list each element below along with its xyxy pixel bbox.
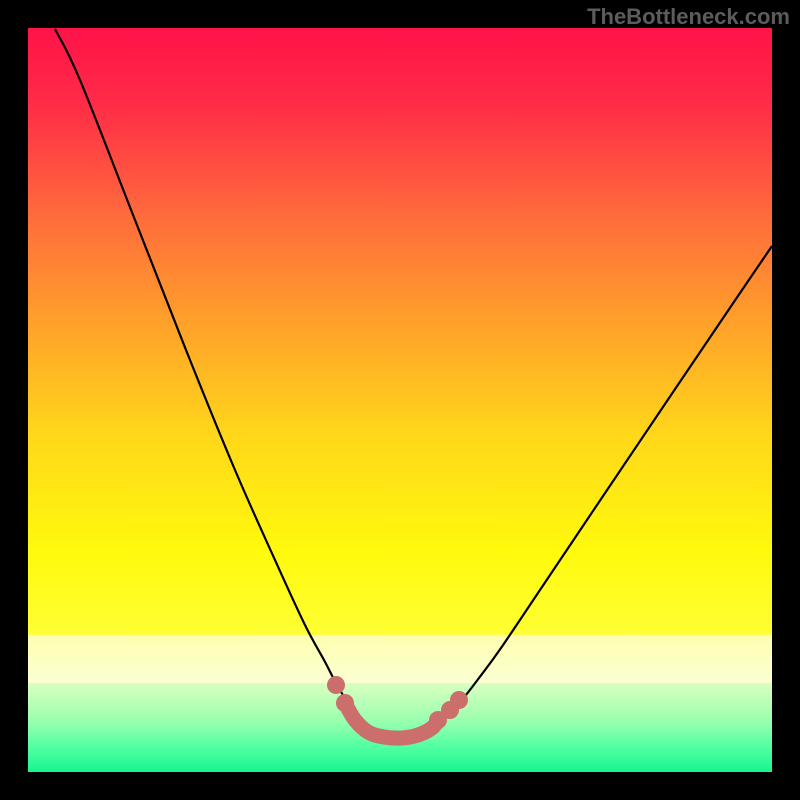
bottleneck-chart [0,0,800,800]
marker-dot [450,691,468,709]
gradient-plot-area [28,28,772,772]
watermark-text: TheBottleneck.com [587,4,790,30]
marker-dot [336,694,354,712]
marker-dot [327,676,345,694]
